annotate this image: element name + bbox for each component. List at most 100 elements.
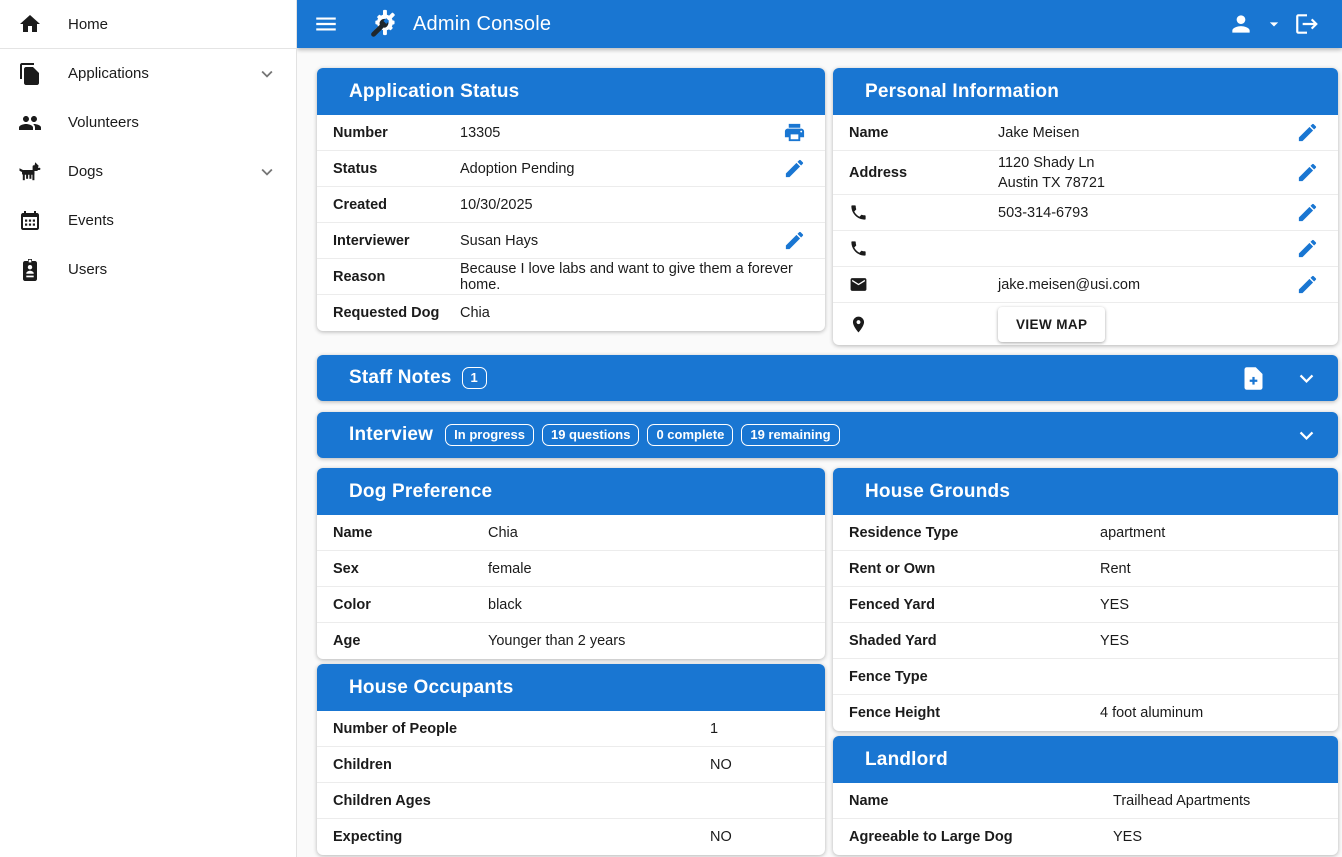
row-label: Residence Type: [849, 524, 959, 541]
table-row: Number 13305: [317, 115, 825, 151]
chevron-down-icon[interactable]: [1293, 365, 1320, 392]
row-value: Trailhead Apartments: [1113, 792, 1251, 809]
caret-down-icon[interactable]: [1264, 14, 1284, 34]
row-value: 4 foot aluminum: [1100, 705, 1204, 721]
row-label: Name: [333, 524, 373, 541]
house-grounds-card: House Grounds Residence Type apartment R…: [833, 468, 1338, 731]
edit-address-button[interactable]: [1292, 158, 1322, 188]
row-value: 503-314-6793: [998, 204, 1089, 221]
table-row: Fence Height 4 foot aluminum: [833, 695, 1338, 731]
app-logo-gear-wrench-icon: [365, 6, 401, 42]
chevron-down-icon[interactable]: [256, 63, 278, 85]
chevron-down-icon[interactable]: [256, 161, 278, 183]
edit-phone2-button[interactable]: [1292, 234, 1322, 264]
sidebar-item-applications[interactable]: Applications: [0, 49, 296, 98]
table-row: Sex female: [317, 551, 825, 587]
row-label: Name: [849, 124, 889, 141]
row-label: Children: [333, 756, 392, 773]
card-title: Personal Information: [833, 68, 1338, 115]
row-value: YES: [1100, 632, 1130, 649]
badge-icon: [18, 258, 42, 282]
chevron-down-icon[interactable]: [1293, 422, 1320, 449]
sidebar-item-users[interactable]: Users: [0, 245, 296, 294]
row-value: black: [488, 596, 522, 613]
table-row: Agreeable to Large Dog YES: [833, 819, 1338, 855]
landlord-card: Landlord Name Trailhead Apartments Agree…: [833, 736, 1338, 855]
row-value: female: [488, 560, 532, 577]
table-row: Children NO: [317, 747, 825, 783]
edit-phone1-button[interactable]: [1292, 198, 1322, 228]
card-title: House Grounds: [833, 468, 1338, 515]
row-value: YES: [1113, 829, 1143, 845]
home-icon: [18, 12, 42, 36]
edit-status-button[interactable]: [779, 154, 809, 184]
sidebar-item-home[interactable]: Home: [0, 0, 296, 49]
application-status-card: Application Status Number 13305 Status A…: [317, 68, 825, 331]
card-title: Landlord: [833, 736, 1338, 783]
row-label: Number: [333, 124, 388, 141]
dog-preference-card: Dog Preference Name Chia Sex female Colo…: [317, 468, 825, 659]
sidebar-item-events[interactable]: Events: [0, 196, 296, 245]
logout-icon[interactable]: [1294, 11, 1320, 37]
row-label: Interviewer: [333, 232, 410, 249]
row-label: Rent or Own: [849, 560, 936, 577]
table-row: Rent or Own Rent: [833, 551, 1338, 587]
sidebar-item-volunteers[interactable]: Volunteers: [0, 98, 296, 147]
phone-icon: [849, 239, 998, 258]
sidebar-item-label: Users: [68, 261, 108, 278]
row-value: YES: [1100, 596, 1130, 613]
row-label: Created: [333, 196, 387, 213]
row-value: Chia: [488, 524, 518, 541]
table-row: Reason Because I love labs and want to g…: [317, 259, 825, 295]
interview-status-badge: In progress: [445, 424, 534, 446]
edit-email-button[interactable]: [1292, 270, 1322, 300]
row-value: NO: [710, 756, 732, 773]
row-label: Sex: [333, 560, 359, 577]
card-title: House Occupants: [317, 664, 825, 711]
row-label: Name: [849, 792, 889, 809]
row-label: Age: [333, 633, 361, 649]
edit-name-button[interactable]: [1292, 118, 1322, 148]
row-value: NO: [710, 829, 732, 845]
card-title: Application Status: [317, 68, 825, 115]
row-value: apartment: [1100, 524, 1166, 541]
row-label: Fence Type: [849, 668, 928, 685]
account-icon[interactable]: [1228, 11, 1254, 37]
row-value: Because I love labs and want to give the…: [460, 260, 793, 293]
personal-information-card: Personal Information Name Jake Meisen Ad…: [833, 68, 1338, 345]
volunteers-icon: [18, 111, 42, 135]
interview-bar[interactable]: Interview In progress 19 questions 0 com…: [317, 412, 1338, 458]
table-row: Residence Type apartment: [833, 515, 1338, 551]
table-row: Number of People 1: [317, 711, 825, 747]
menu-icon[interactable]: [313, 11, 339, 37]
sidebar-item-label: Events: [68, 212, 114, 229]
row-label: Children Ages: [333, 792, 431, 809]
house-occupants-card: House Occupants Number of People 1 Child…: [317, 664, 825, 855]
row-value: 1: [710, 720, 719, 737]
row-label: Fenced Yard: [849, 596, 935, 613]
sidebar-item-label: Applications: [68, 65, 149, 82]
table-row: jake.meisen@usi.com: [833, 267, 1338, 303]
table-row: Color black: [317, 587, 825, 623]
table-row: Name Trailhead Apartments: [833, 783, 1338, 819]
address-line2: Austin TX 78721: [998, 174, 1105, 191]
table-row: Shaded Yard YES: [833, 623, 1338, 659]
print-button[interactable]: [779, 118, 809, 148]
row-value: Jake Meisen: [998, 124, 1080, 141]
phone-icon: [849, 203, 998, 222]
row-label: Status: [333, 160, 378, 177]
address-line1: 1120 Shady Ln: [998, 154, 1095, 171]
location-pin-icon: [849, 315, 998, 334]
table-row: Age Younger than 2 years: [317, 623, 825, 659]
sidebar-item-dogs[interactable]: Dogs: [0, 147, 296, 196]
row-value: 10/30/2025: [460, 196, 533, 213]
table-row: 503-314-6793: [833, 195, 1338, 231]
interview-questions-badge: 19 questions: [541, 424, 640, 446]
view-map-button[interactable]: VIEW MAP: [998, 306, 1106, 342]
card-title: Dog Preference: [317, 468, 825, 515]
staff-notes-bar[interactable]: Staff Notes 1: [317, 355, 1338, 401]
sidebar-item-label: Dogs: [68, 163, 104, 180]
add-note-icon[interactable]: [1240, 365, 1267, 392]
sidebar-item-label: Home: [68, 15, 109, 33]
edit-interviewer-button[interactable]: [779, 226, 809, 256]
